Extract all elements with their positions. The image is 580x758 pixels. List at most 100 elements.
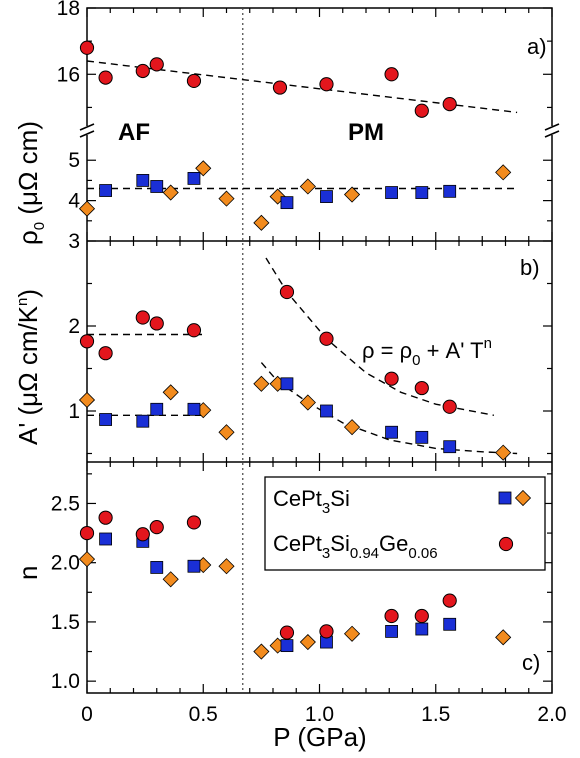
point-a-ge-circle [272,80,288,95]
legend: CePt3Si CePt3Si0.94Ge0.06 [264,476,546,571]
point-c-pure-diamond [343,625,361,642]
point-b-pure-square [150,402,164,416]
point-c-pure-square [443,617,457,631]
point-b-pure-square [99,413,112,426]
legend-square-marker [498,491,512,505]
annotation-af: AF [118,119,150,146]
point-c-pure-diamond [162,571,179,588]
point-b-ge-circle [414,380,429,396]
axis-ticks [86,7,553,693]
point-a-pure-square [187,172,201,185]
ylabel-b-main: A' (μΩ cm/K [13,305,43,445]
formula-part-a: ρ = ρ [362,338,412,363]
point-a-pure-square [415,186,429,199]
axis-break-mark-0 [79,130,95,138]
legend-label-1: CePt3Si [273,486,350,517]
point-c-pure-square [99,532,112,546]
point-a-pure-diamond [343,186,361,203]
point-b-pure-square [187,402,201,416]
point-b-pure-diamond [495,444,512,461]
ylabel-a-sub: 0 [31,222,48,230]
point-b-ge-circle [442,399,457,414]
panel-label-b: b) [520,255,540,280]
annotation-pm: PM [348,119,384,146]
point-a-pure-diamond [78,200,96,217]
point-b-pure-square [280,377,294,391]
point-c-pure-square [280,639,294,653]
point-a-pure-diamond [218,190,235,207]
point-c-pure-diamond [253,643,270,660]
ylabel-panel-c: n [13,566,43,580]
point-c-ge-circle [98,510,113,525]
point-c-ge-circle [186,515,202,530]
legend-label-2: CePt3Si0.94Ge0.06 [273,531,438,562]
y-tick-label-a-lower: 5 [68,149,80,172]
legend-2-sub1: 3 [322,545,330,562]
legend-2-main: CePt [273,531,322,556]
point-b-pure-diamond [343,419,361,436]
y-tick-label-a-lower: 4 [68,190,80,213]
ylabel-panel-b: A' (μΩ cm/Kn) [13,289,43,445]
x-tick-label: 2.0 [537,703,566,726]
point-a-ge-circle [98,70,113,85]
point-a-pure-diamond [495,164,512,181]
ylabel-a-unit: (μΩ cm) [13,121,43,222]
point-a-pure-square [150,180,164,193]
point-a-pure-square [385,186,398,199]
formula-part-b: + A' T [420,338,483,363]
point-a-ge-circle [186,73,202,89]
legend-diamond-marker [514,489,532,507]
point-a-ge-circle [135,63,150,79]
point-c-pure-square [385,625,398,638]
point-b-ge-circle [319,331,334,346]
formula-sub: 0 [412,352,420,369]
y-tick-label-a-upper: 16 [57,63,80,86]
point-c-ge-circle [279,625,295,640]
point-a-pure-square [280,196,294,210]
point-a-pure-diamond [299,178,316,195]
data-markers [78,40,512,660]
point-a-ge-circle [384,67,399,82]
point-b-ge-circle [98,346,113,361]
panel-label-c: c) [522,650,540,675]
point-a-pure-square [443,184,457,198]
axis-break-mark-1 [544,130,560,138]
point-c-ge-circle [414,608,429,624]
y-tick-label-b: 1 [68,400,80,423]
point-b-pure-diamond [253,375,270,392]
x-tick-label: 0 [81,703,93,726]
point-b-ge-circle [135,310,150,325]
point-b-ge-circle [186,323,202,338]
point-b-pure-square [320,404,333,418]
legend-1-tail: Si [330,486,350,511]
x-tick-label: 1.5 [421,703,450,726]
point-c-pure-square [150,561,164,574]
point-a-pure-square [99,184,112,197]
point-a-ge-circle [149,57,164,72]
point-b-pure-diamond [218,424,235,441]
y-tick-label-c: 1.0 [51,670,80,693]
point-c-ge-circle [135,527,150,542]
legend-2-mid: Si [330,531,350,556]
point-c-pure-diamond [299,633,316,651]
point-a-ge-circle [414,103,429,118]
point-b-pure-diamond [78,391,96,409]
point-c-ge-circle [79,525,95,541]
ylabel-b-sup: n [14,298,31,306]
point-c-pure-diamond [218,558,235,575]
axis-break-gap-1 [546,126,558,135]
point-c-pure-square [187,559,201,573]
fit-formula: ρ = ρ0 + A' Tn [362,335,492,369]
axis-break-mark-1 [544,123,560,131]
x-tick-label: 1.0 [305,703,334,726]
point-b-ge-circle [149,316,164,331]
y-tick-label-a-upper: 18 [57,0,80,20]
point-b-pure-square [385,425,398,439]
chart-text: 0 0.5 1.0 1.5 2.0 16 18 3 4 5 1 2 1.0 1.5 2.0 2.5 [51,0,567,726]
panel-label-a: a) [527,34,547,59]
point-c-pure-square [415,622,429,636]
point-b-pure-square [136,414,150,428]
legend-markers [498,489,532,552]
point-a-pure-diamond [162,184,179,201]
